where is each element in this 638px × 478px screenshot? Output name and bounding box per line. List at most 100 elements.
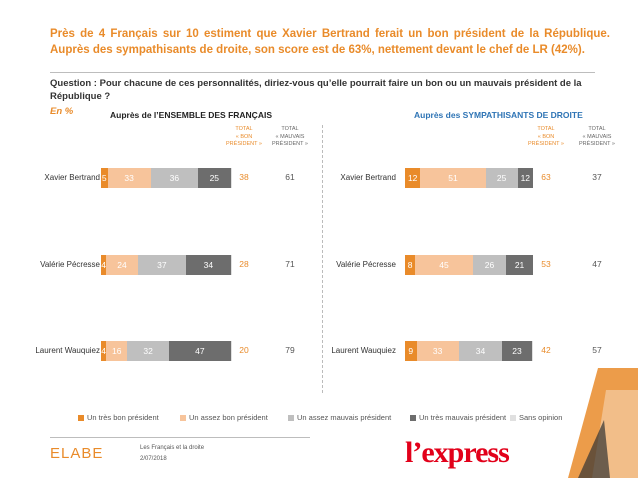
bar-segment [101,255,107,275]
elabe-logo: ELABE [50,445,104,462]
data-label: 37 [157,260,167,270]
question-text: Question : Pour chacune de ces personnal… [50,78,582,102]
legend-item: Sans opinion [510,413,562,422]
legend-item: Un assez bon président [180,413,268,422]
bar-segment [101,341,107,361]
data-label: 34 [203,260,214,270]
data-label: 16 [111,346,122,356]
bar-segment [101,168,108,188]
total-mauvais-header: TOTAL « MAUVAIS PRÉSIDENT » [269,126,311,149]
data-label: 32 [143,346,153,356]
bar-segment [137,255,187,275]
total-bon-header: TOTAL « BON PRÉSIDENT » [525,126,567,149]
legend-label: Sans opinion [519,413,563,422]
legend: Un très bon président Un assez bon présid… [0,413,638,427]
total-mauvais-value: 61 [285,172,295,182]
legend-swatch [78,415,84,422]
data-label: 33 [432,346,443,356]
data-label: 51 [448,173,458,183]
bar-segment [517,168,533,188]
bar-segment [169,341,231,361]
row-label: Laurent Wauquiez [35,346,100,355]
total-mauvais-header-line: « MAUVAIS [275,133,305,140]
bar-segment [186,255,231,275]
total-bon-header-line: TOTAL [235,126,253,132]
legend-label: Un très mauvais président [419,413,507,422]
right-panel-title: Auprès des SYMPATHISANTS DE DROITE [414,110,583,120]
footer-date: 2/07/2018 [140,456,167,462]
headline: Près de 4 Français sur 10 estiment que X… [50,28,610,56]
total-mauvais-value: 71 [285,259,295,269]
total-mauvais-header-line: TOTAL [588,126,606,132]
bar-segment [150,168,198,188]
lexpress-logo: l’express [405,436,510,469]
legend-swatch [180,415,186,422]
data-label: 21 [514,260,525,270]
total-mauvais-value: 79 [285,345,295,355]
total-mauvais-value: 57 [592,345,602,355]
data-label: 26 [484,260,495,270]
total-mauvais-value: 47 [592,259,602,269]
row-label: Xavier Bertrand [340,173,396,182]
bar-segment [106,255,138,275]
data-label: 12 [520,173,531,183]
elabe-triangle-decoration [568,368,638,478]
legend-label: Un très bon président [87,413,159,422]
bar-segment [485,168,518,188]
total-bon-header-line: PRÉSIDENT » [226,141,262,147]
bar-segment [127,341,170,361]
total-bon-header-line: « BON [537,133,555,140]
bar-segment [472,255,507,275]
total-mauvais-header-line: PRÉSIDENT » [579,141,615,147]
data-label: 8 [407,260,413,270]
row-label: Laurent Wauquiez [331,346,396,355]
data-label: 4 [101,346,106,356]
data-label: 23 [512,346,522,356]
bar-segment [420,168,486,188]
row-label: Valérie Pécresse [40,260,100,269]
footer-divider [50,437,310,438]
legend-swatch [288,415,294,422]
bar-segment [416,341,459,361]
data-label: 5 [101,173,107,183]
total-mauvais-value: 37 [592,172,602,182]
unit-label: En % [50,106,74,117]
data-label: 4 [101,260,106,270]
panel-divider [322,125,323,393]
bar-segment [405,168,421,188]
bar-segment [502,341,532,361]
total-bon-value: 63 [541,172,551,182]
footer-study-title: Les Français et la droite [140,445,205,451]
data-label: 33 [124,173,134,183]
data-label: 45 [439,260,449,270]
legend-swatch [410,415,416,422]
total-bon-header-line: « BON [235,133,253,140]
bar-segment [230,255,233,275]
total-bon-value: 28 [239,259,249,269]
legend-item: Un très mauvais président [410,413,506,422]
row-label: Xavier Bertrand [44,173,100,182]
data-label: 34 [475,346,486,356]
bar-segment [506,255,533,275]
data-label: 36 [169,173,180,183]
data-label: 25 [496,173,507,183]
total-bon-value: 38 [239,172,249,182]
data-label: 9 [408,346,414,356]
bar-segment [106,341,128,361]
bar-segment [197,168,231,188]
bar-segment [405,255,416,275]
legend-item: Un très bon président [78,413,159,422]
total-bon-value: 20 [239,345,249,355]
total-bon-value: 42 [541,345,551,355]
total-bon-value: 53 [541,259,551,269]
total-bon-header-line: PRÉSIDENT » [528,141,564,147]
bar-segment [405,341,417,361]
bar-segment [531,341,534,361]
total-mauvais-header-line: TOTAL [281,126,299,132]
data-label: 12 [407,173,418,183]
total-mauvais-header-line: PRÉSIDENT » [272,141,308,147]
row-label: Valérie Pécresse [336,260,396,269]
bar-segment [230,168,233,188]
total-mauvais-header-line: « MAUVAIS [582,133,612,140]
data-label: 47 [195,346,205,356]
